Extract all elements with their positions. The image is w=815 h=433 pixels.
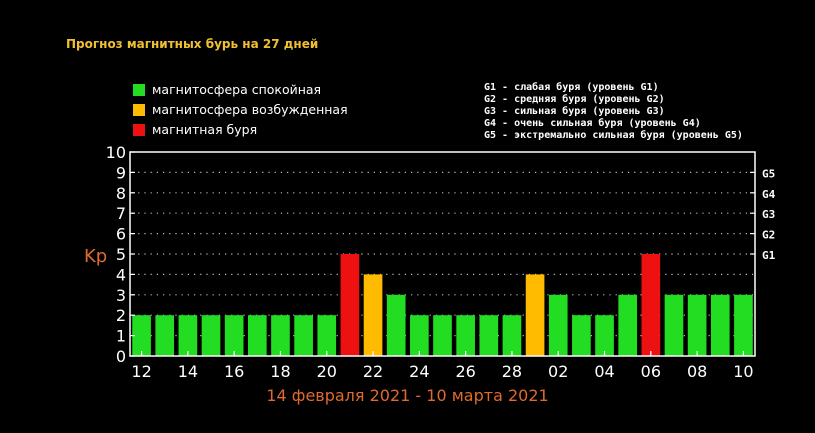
x-tick-label: 18 bbox=[270, 362, 290, 381]
chart-title: Прогноз магнитных бурь на 27 дней bbox=[66, 37, 319, 51]
y-tick-label: 8 bbox=[116, 184, 126, 203]
g-level-label: G3 bbox=[762, 208, 775, 221]
kp-bar bbox=[178, 315, 198, 356]
y-tick-label: 10 bbox=[106, 143, 126, 162]
kp-bar bbox=[502, 315, 522, 356]
y-tick-label: 2 bbox=[116, 306, 126, 325]
x-tick-label: 10 bbox=[733, 362, 753, 381]
storm-level-g1: G1 - слабая буря (уровень G1) bbox=[484, 82, 659, 93]
kp-bar bbox=[132, 315, 151, 356]
legend-label-calm: магнитосфера спокойная bbox=[152, 82, 322, 97]
legend-swatch-calm bbox=[133, 84, 145, 96]
kp-bar bbox=[548, 294, 568, 356]
kp-bar bbox=[618, 294, 638, 356]
g-level-label: G4 bbox=[762, 188, 776, 201]
storm-level-g4: G4 - очень сильная буря (уровень G4) bbox=[484, 118, 701, 129]
x-tick-label: 06 bbox=[641, 362, 661, 381]
kp-bar bbox=[317, 315, 337, 356]
legend-label-storm: магнитная буря bbox=[152, 122, 258, 137]
storm-level-g5: G5 - экстремально сильная буря (уровень … bbox=[484, 130, 743, 141]
date-range-label: 14 февраля 2021 - 10 марта 2021 bbox=[266, 386, 549, 405]
kp-bar bbox=[456, 315, 475, 356]
kp-bar bbox=[664, 294, 684, 356]
kp-bar bbox=[386, 294, 406, 356]
kp-bar bbox=[247, 315, 267, 356]
y-tick-label: 5 bbox=[116, 245, 126, 264]
g-level-label: G5 bbox=[762, 167, 775, 180]
y-tick-label: 4 bbox=[116, 265, 126, 284]
legend-label-excited: магнитосфера возбужденная bbox=[152, 102, 348, 117]
kp-bar bbox=[340, 254, 360, 356]
x-tick-label: 14 bbox=[178, 362, 198, 381]
kp-bar bbox=[572, 315, 591, 356]
x-tick-label: 20 bbox=[317, 362, 337, 381]
kp-bar bbox=[155, 315, 175, 356]
legend-swatch-storm bbox=[133, 124, 145, 136]
y-tick-label: 0 bbox=[116, 347, 126, 366]
x-tick-label: 26 bbox=[455, 362, 475, 381]
y-tick-label: 9 bbox=[116, 163, 126, 182]
y-tick-label: 1 bbox=[116, 327, 126, 346]
x-tick-label: 28 bbox=[502, 362, 522, 381]
storm-level-g2: G2 - средняя буря (уровень G2) bbox=[484, 94, 665, 105]
kp-bar bbox=[271, 315, 290, 356]
y-tick-label: 3 bbox=[116, 286, 126, 305]
g-level-label: G1 bbox=[762, 249, 776, 262]
kp-bar bbox=[641, 254, 661, 356]
x-tick-label: 04 bbox=[594, 362, 614, 381]
kp-bar bbox=[363, 274, 383, 356]
y-tick-label: 6 bbox=[116, 225, 126, 244]
kp-bar bbox=[595, 315, 614, 356]
kp-bar bbox=[224, 315, 244, 356]
kp-bar bbox=[201, 315, 221, 356]
g-level-label: G2 bbox=[762, 229, 775, 242]
x-tick-label: 08 bbox=[687, 362, 707, 381]
kp-bar bbox=[294, 315, 313, 356]
kp-bar bbox=[710, 294, 730, 356]
x-tick-label: 12 bbox=[131, 362, 151, 381]
y-tick-label: 7 bbox=[116, 204, 126, 223]
kp-bar bbox=[433, 315, 452, 356]
storm-level-g3: G3 - сильная буря (уровень G3) bbox=[484, 106, 665, 117]
kp-bar bbox=[479, 315, 499, 356]
kp-bar bbox=[734, 294, 753, 356]
legend-swatch-excited bbox=[133, 104, 145, 116]
kp-bar bbox=[687, 294, 707, 356]
x-tick-label: 22 bbox=[363, 362, 383, 381]
storm-level-legend: G1 - слабая буря (уровень G1) G2 - средн… bbox=[484, 82, 743, 142]
kp-bar bbox=[525, 274, 545, 356]
x-tick-label: 16 bbox=[224, 362, 244, 381]
kp-bar bbox=[410, 315, 429, 356]
x-tick-label: 02 bbox=[548, 362, 568, 381]
y-axis-label: Kp bbox=[84, 246, 107, 267]
x-tick-label: 24 bbox=[409, 362, 429, 381]
